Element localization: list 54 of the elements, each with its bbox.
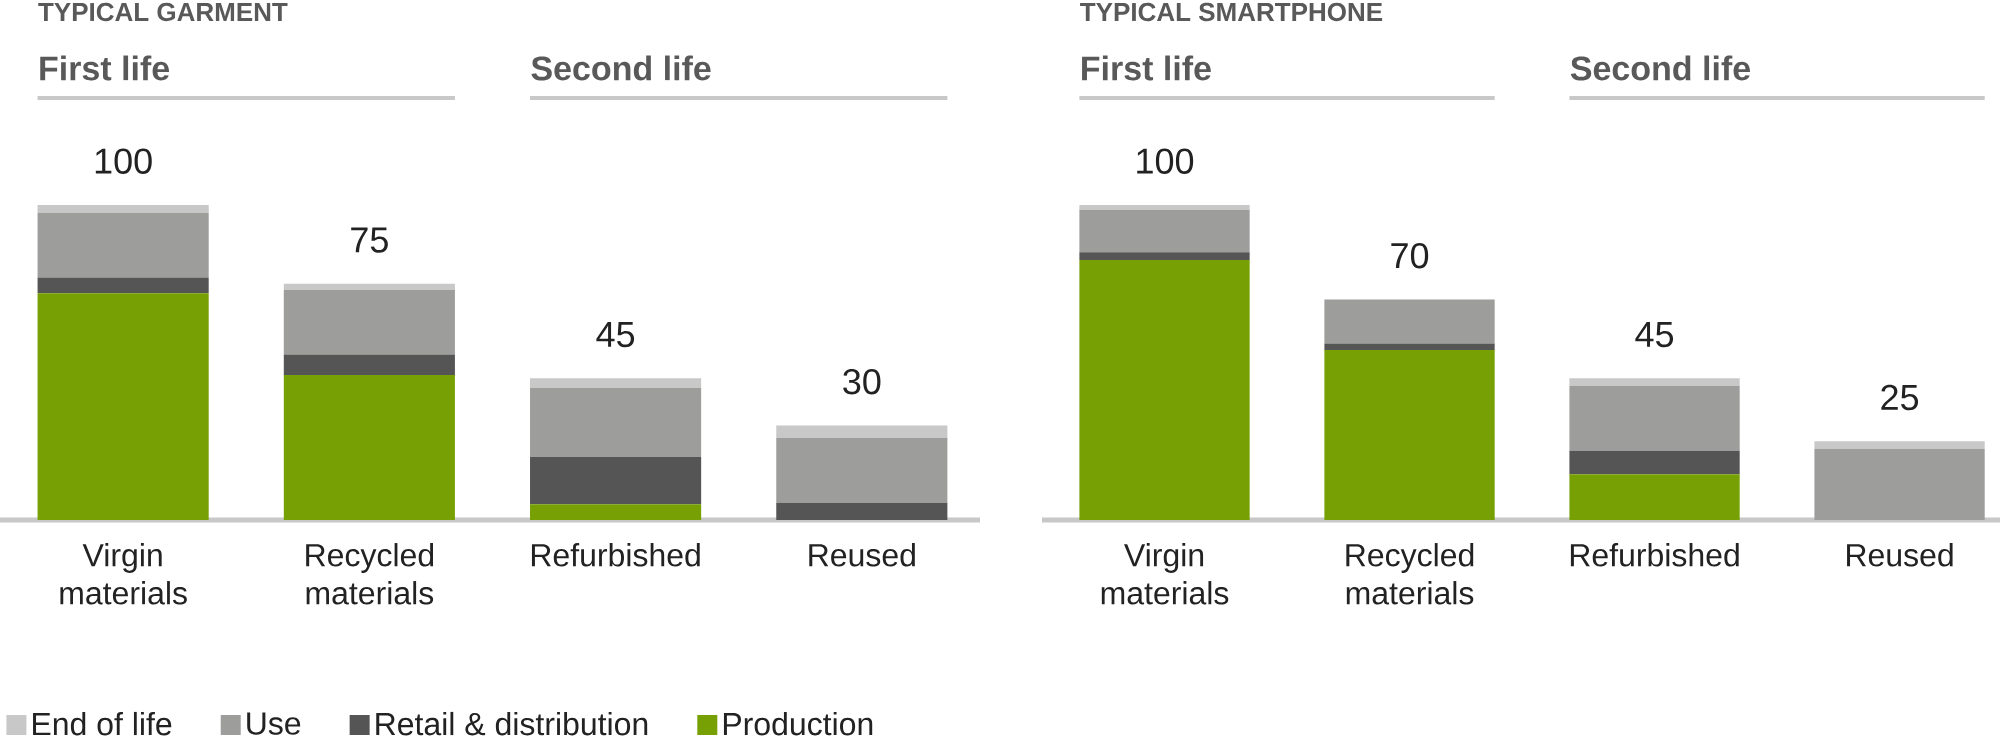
bar: [530, 456, 702, 505]
bar: [283, 283, 455, 291]
bar: [530, 387, 702, 457]
total-label: 70: [1391, 242, 1429, 269]
bar: [530, 504, 702, 520]
bar: [1079, 204, 1250, 210]
bar: [776, 425, 948, 439]
x-tick-label: Refurbished: [531, 543, 700, 567]
bar: [37, 212, 209, 278]
bar: [37, 277, 209, 294]
text: First life: [40, 55, 170, 81]
x-tick-label: Recycled materials: [306, 543, 434, 605]
text: Second life: [531, 55, 711, 81]
total-label: 30: [843, 368, 881, 395]
bar: [1814, 449, 1985, 520]
x-tick-label: Virgin materials: [1101, 543, 1229, 605]
bar: [283, 290, 455, 355]
x-tick-label: Reused: [809, 543, 915, 567]
bar: [1569, 378, 1740, 387]
bar: [37, 204, 209, 213]
total-label: 45: [1635, 322, 1674, 348]
x-tick-label: Virgin materials: [60, 543, 187, 605]
bar: [776, 438, 948, 503]
bar: [283, 375, 455, 520]
x-tick-label: Reused: [1847, 543, 1953, 567]
chart-title: TYPICAL GARMENT: [38, 2, 288, 22]
x-tick-label: Recycled materials: [1346, 543, 1474, 605]
bar: [1324, 343, 1495, 350]
bar: [1079, 252, 1250, 261]
bar: [776, 502, 948, 520]
bar: [1324, 349, 1495, 520]
text: First life: [1082, 55, 1211, 81]
legend-label: End of life: [33, 711, 172, 736]
legend-label: Use: [247, 712, 301, 735]
total-label: 100: [1137, 148, 1194, 174]
x-tick-label: Refurbished: [1570, 543, 1739, 567]
bar: [37, 293, 209, 520]
bar: [1079, 260, 1250, 520]
bar: [1814, 441, 1985, 450]
total-label: 100: [95, 148, 152, 174]
chart-title: TYPICAL SMARTPHONE: [1080, 2, 1383, 22]
bar: [1569, 450, 1740, 475]
total-label: 75: [351, 227, 388, 253]
bar: [530, 378, 702, 388]
legend-label: Production: [723, 711, 873, 736]
bar: [1079, 209, 1250, 253]
bar: [283, 354, 455, 376]
legend-label: Retail & distribution: [376, 711, 648, 736]
total-label: 25: [1881, 384, 1919, 411]
bar: [1569, 386, 1740, 451]
total-label: 45: [596, 322, 635, 348]
bar: [1324, 299, 1495, 344]
bar: [1569, 474, 1740, 520]
text: Second life: [1570, 55, 1751, 81]
